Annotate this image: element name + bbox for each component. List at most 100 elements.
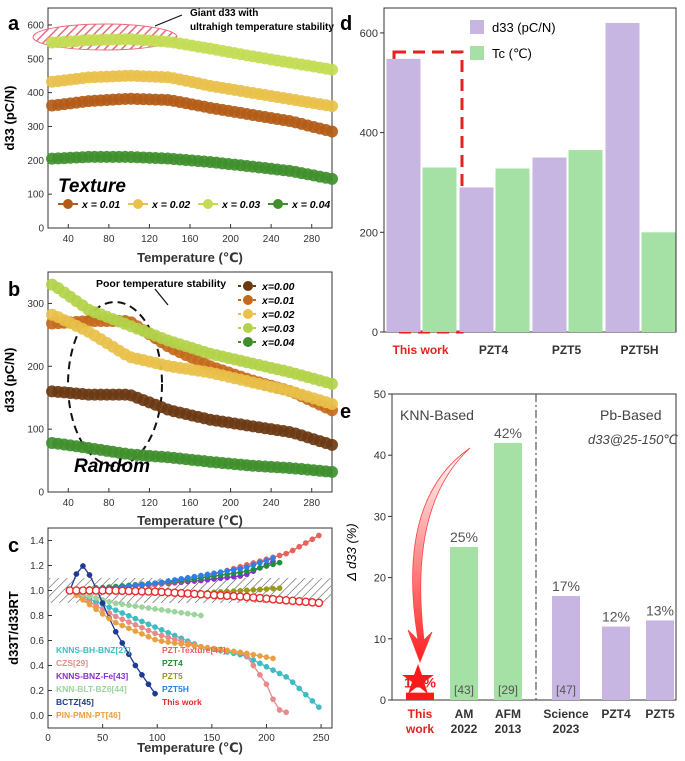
y-tick-label: 600 (27, 20, 44, 31)
data-point (326, 377, 338, 390)
data-point (296, 543, 303, 550)
data-point (125, 619, 132, 625)
y-tick-label: 200 (360, 227, 378, 239)
data-point (211, 645, 217, 652)
data-point (270, 655, 276, 662)
bar (568, 150, 603, 332)
data-point (211, 570, 217, 577)
data-point (263, 586, 270, 592)
legend-label: PZT4 (162, 658, 183, 668)
legend-label: BCTZ[45] (56, 697, 94, 707)
data-point (158, 579, 165, 586)
data-point (230, 567, 237, 573)
data-point (184, 610, 191, 617)
data-point (257, 564, 263, 571)
legend-label: PIN-PMN-PT[46] (56, 710, 121, 720)
data-point (204, 644, 211, 651)
data-point (139, 604, 145, 610)
data-point (224, 647, 230, 654)
panel-e-ylabel: Δ d33 (%) (344, 523, 359, 581)
data-point (270, 555, 276, 562)
data-point (243, 564, 250, 571)
data-point (326, 172, 338, 185)
panel-c: Temperature (℃) d33T/d33RT 0 50 100 150 200 2… (6, 527, 333, 755)
data-point (243, 587, 250, 594)
data-point (283, 674, 289, 680)
legend-label: KNN-BLT-BZ6[44] (56, 684, 127, 694)
bar-value-label: 25% (450, 529, 478, 545)
bar (641, 232, 676, 332)
data-point (316, 704, 322, 711)
category-label: PZT4 (601, 707, 631, 721)
data-point (263, 681, 270, 688)
data-point (152, 630, 158, 637)
data-point (145, 627, 152, 634)
data-point (112, 607, 119, 614)
data-point (178, 576, 185, 582)
data-point (191, 573, 198, 580)
data-point (314, 598, 324, 608)
data-point (283, 550, 289, 557)
legend-marker (63, 199, 73, 209)
legend-marker (243, 337, 253, 347)
bar-value-label: 17% (552, 578, 580, 594)
data-point (165, 607, 172, 614)
data-point (237, 649, 244, 656)
data-point (158, 632, 165, 639)
panel-c-ylabel: d33T/d33RT (6, 591, 21, 665)
legend-label: PZT5H (162, 684, 189, 694)
data-point (270, 696, 276, 703)
data-point (165, 639, 172, 645)
x-tick-label: 80 (103, 234, 115, 245)
category-label: This (408, 707, 433, 721)
bar-ref-label: [43] (454, 683, 474, 697)
data-point (263, 654, 270, 661)
data-point (326, 438, 338, 451)
category-label: This work (392, 343, 448, 357)
data-point (80, 563, 86, 569)
data-point (139, 672, 145, 678)
legend-label: KNNS-BH-BNZ[27] (56, 645, 131, 655)
data-point (270, 561, 276, 568)
data-point (250, 662, 257, 669)
data-point (191, 642, 198, 649)
data-point (158, 627, 165, 633)
x-tick-label: 40 (63, 498, 75, 509)
data-point (99, 600, 106, 606)
x-tick-label: 200 (258, 733, 275, 744)
data-point (145, 605, 152, 611)
category-label: PZT4 (479, 343, 509, 357)
data-point (204, 571, 211, 578)
data-point (243, 650, 250, 657)
panel-label-d: d (340, 13, 352, 35)
y-tick-label: 0.8 (30, 611, 44, 622)
data-point (230, 648, 237, 655)
data-point (99, 611, 106, 617)
category-label: AM (455, 707, 474, 721)
data-point (276, 552, 283, 559)
data-point (289, 679, 296, 686)
y-tick-label: 50 (374, 389, 386, 401)
data-point (80, 597, 86, 603)
x-tick-label: 250 (313, 733, 330, 744)
y-tick-label: 300 (27, 299, 44, 310)
data-point (145, 581, 152, 587)
category-label: PZT5 (645, 707, 675, 721)
panel-d-legend-swatch-d33 (470, 20, 484, 34)
panel-e-group-left: KNN-Based (400, 407, 474, 423)
x-tick-label: 240 (263, 234, 280, 245)
bar (602, 626, 630, 700)
panel-c-frame (47, 527, 333, 729)
data-point (191, 611, 198, 618)
y-tick-label: 600 (360, 28, 378, 40)
data-point (316, 532, 322, 539)
data-point (132, 615, 139, 622)
y-tick-label: 1.4 (30, 536, 44, 547)
data-point (119, 601, 126, 608)
y-tick-label: 0.0 (30, 711, 44, 722)
category-label: AFM (495, 707, 521, 721)
data-point (112, 619, 119, 626)
data-point (309, 698, 316, 704)
y-tick-label: 0.2 (30, 686, 44, 697)
data-point (326, 125, 338, 138)
